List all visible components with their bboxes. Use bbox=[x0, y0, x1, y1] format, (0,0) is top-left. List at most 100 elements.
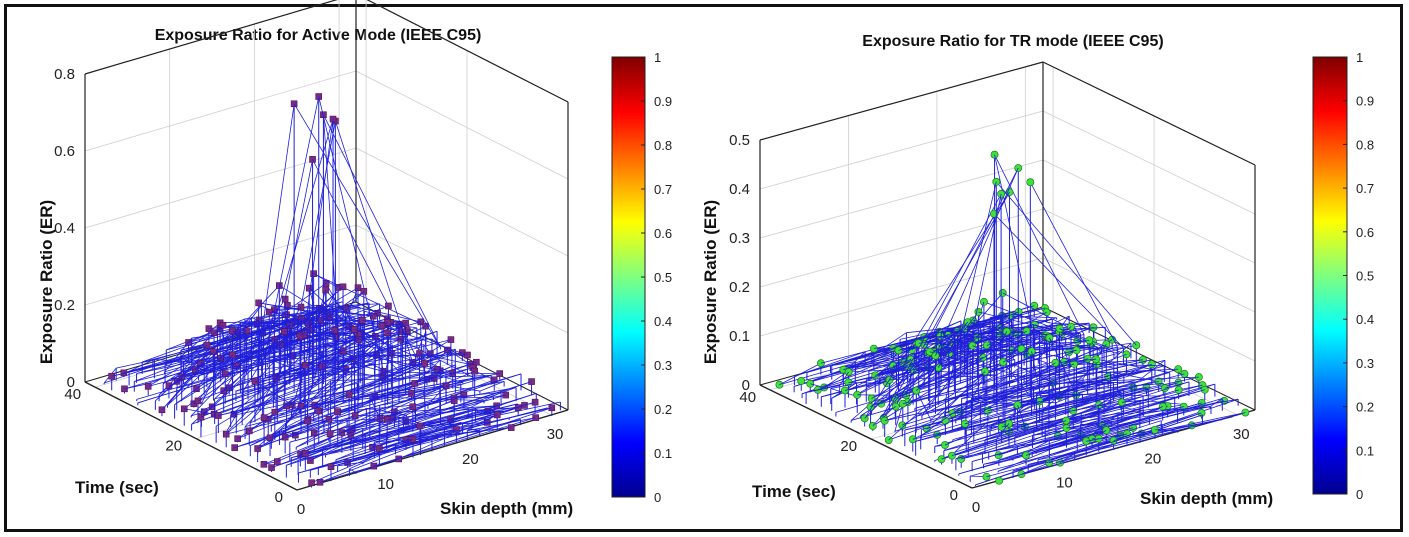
stem-link bbox=[1139, 399, 1186, 406]
z-tick-label: 0.1 bbox=[729, 328, 750, 345]
y-axis-label: Time (sec) bbox=[752, 482, 836, 501]
z-tick-label: 0 bbox=[742, 377, 750, 394]
stem-link bbox=[1021, 462, 1050, 475]
stem-link bbox=[857, 394, 907, 396]
stem-link bbox=[1178, 384, 1203, 391]
stem-link bbox=[889, 374, 998, 381]
stem-link bbox=[337, 287, 359, 341]
stems bbox=[103, 93, 561, 488]
data-point-marker bbox=[844, 368, 853, 376]
stem-link bbox=[843, 320, 962, 370]
y-tick-label: 20 bbox=[165, 438, 182, 455]
axis-line bbox=[366, 0, 569, 103]
axis-line bbox=[1042, 61, 1256, 166]
colorbar-tick-label: 0.8 bbox=[654, 138, 672, 153]
stem-link bbox=[300, 413, 380, 454]
stem-link bbox=[244, 322, 399, 325]
stem-link bbox=[242, 343, 274, 392]
stem-link bbox=[1066, 406, 1211, 429]
stem-link bbox=[319, 429, 457, 483]
stem-link bbox=[966, 193, 1002, 358]
colorbar-tick-label: 0.9 bbox=[654, 94, 672, 109]
colorbar-tick-label: 0 bbox=[1356, 487, 1363, 502]
stem-link bbox=[297, 403, 518, 461]
stem-link bbox=[374, 347, 447, 373]
stem-link bbox=[419, 410, 498, 427]
tr-mode-plot: Exposure Ratio for TR mode (IEEE C95) 00… bbox=[701, 33, 1374, 516]
x-tick-label: 0 bbox=[297, 501, 305, 518]
stem-link bbox=[794, 351, 866, 377]
x-axis-label: Skin depth (mm) bbox=[1140, 489, 1273, 508]
stem-link bbox=[366, 407, 407, 416]
chart-title: Exposure Ratio for Active Mode (IEEE C95… bbox=[155, 27, 482, 44]
stem-link bbox=[1210, 398, 1223, 407]
stem-link bbox=[1014, 423, 1057, 438]
stem-link bbox=[167, 361, 216, 406]
stem-link bbox=[1081, 388, 1149, 413]
stem-link bbox=[343, 350, 441, 372]
active-mode-plot: Exposure Ratio for Active Mode (IEEE C95… bbox=[37, 0, 672, 518]
stem-link bbox=[850, 352, 929, 421]
stem-link bbox=[155, 330, 233, 402]
stem-link bbox=[386, 408, 476, 433]
stem-link bbox=[1032, 389, 1205, 436]
stem-link bbox=[920, 376, 1006, 437]
stem-link bbox=[1076, 382, 1114, 386]
stem-link bbox=[174, 373, 226, 405]
tick-labels: 0 0.1 0.2 0.3 0.4 0.5 0 10 20 30 0 20 40 bbox=[729, 132, 1250, 516]
grid-line bbox=[1042, 110, 1256, 215]
stem-link bbox=[1001, 383, 1050, 428]
colorbar-tick-label: 0.4 bbox=[654, 314, 672, 329]
stem-link bbox=[907, 311, 979, 403]
stem-link bbox=[955, 420, 1067, 460]
stem-link bbox=[304, 334, 393, 374]
stem-link bbox=[193, 327, 305, 405]
stem-link bbox=[307, 363, 425, 420]
stem-link bbox=[258, 302, 391, 327]
stem-link bbox=[1002, 292, 1079, 333]
stem-link bbox=[319, 417, 536, 483]
stem-link bbox=[351, 354, 468, 357]
stem-link bbox=[225, 320, 363, 435]
axes-3d bbox=[84, 0, 569, 491]
stem-link bbox=[1036, 383, 1164, 394]
stem-link bbox=[384, 344, 393, 373]
stem-link bbox=[289, 418, 381, 443]
stem-link bbox=[300, 120, 336, 308]
stem-link bbox=[214, 369, 347, 415]
stem-link bbox=[912, 363, 1075, 440]
stem-link bbox=[961, 399, 1141, 460]
stem-link bbox=[935, 167, 1019, 356]
stem-link bbox=[431, 407, 552, 438]
stem-link bbox=[398, 363, 463, 383]
y-axis-line bbox=[84, 381, 298, 491]
tick-labels: 0 0.2 0.4 0.6 0.8 0 10 20 30 0 20 40 bbox=[54, 66, 563, 518]
stem-link bbox=[257, 103, 295, 361]
stem-link bbox=[1055, 358, 1097, 364]
stem-link bbox=[284, 159, 313, 300]
stem-link bbox=[904, 420, 946, 431]
stem-link bbox=[839, 371, 849, 386]
stem-link bbox=[993, 213, 1124, 349]
stem-link bbox=[381, 325, 468, 356]
stem-link bbox=[1113, 412, 1246, 441]
stem-link bbox=[284, 331, 361, 335]
stem-link bbox=[996, 348, 1022, 358]
stem-link bbox=[254, 381, 293, 406]
data-point-marker bbox=[891, 402, 900, 411]
colorbar-tick-label: 0.8 bbox=[1356, 137, 1374, 152]
colorbar-tick-label: 0.7 bbox=[1356, 181, 1374, 196]
data-point-marker bbox=[997, 190, 1006, 198]
stem-link bbox=[271, 418, 325, 439]
stem-link bbox=[285, 415, 356, 438]
stem-link bbox=[313, 273, 426, 327]
stem-link bbox=[197, 354, 233, 402]
stem-link bbox=[472, 407, 519, 411]
data-point-marker bbox=[990, 209, 998, 218]
stem-link bbox=[355, 407, 552, 474]
stem-link bbox=[955, 452, 983, 460]
colorbar-tick-label: 0 bbox=[654, 490, 661, 505]
stem-link bbox=[1012, 416, 1232, 472]
stem-link bbox=[314, 388, 440, 434]
z-tick-label: 0.4 bbox=[54, 220, 75, 237]
